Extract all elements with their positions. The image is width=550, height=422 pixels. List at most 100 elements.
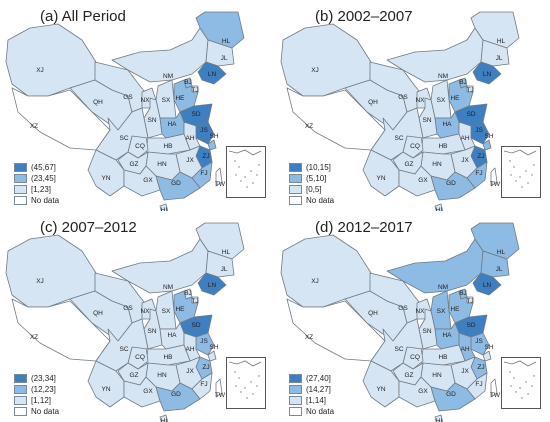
province-label-sh: SH — [209, 344, 218, 351]
province-he — [173, 79, 199, 113]
map-panel-3: (d) 2012–2017 XJ XZ QH GS NM HL JL LN BJ TJ HE SX NX S… — [275, 211, 550, 422]
legend-item: [1,23] — [14, 184, 59, 195]
province-label-tj: TJ — [191, 298, 198, 305]
province-label-gs: GS — [123, 305, 133, 312]
province-label-ah: AH — [460, 346, 469, 353]
province-label-js: JS — [475, 338, 483, 345]
legend-swatch — [14, 185, 27, 194]
legend-swatch — [289, 174, 302, 183]
province-label-nm: NM — [163, 284, 173, 291]
province-label-hl: HL — [222, 249, 231, 256]
province-label-sh: SH — [484, 344, 493, 351]
legend-label: (5,10] — [306, 174, 327, 183]
province-sc — [370, 318, 424, 372]
legend-swatch — [14, 196, 27, 205]
province-label-sd: SD — [191, 111, 200, 118]
province-label-hi: HI — [161, 207, 168, 211]
province-label-sc: SC — [394, 135, 403, 142]
province-label-ha: HA — [442, 121, 452, 128]
legend-label: (23,34] — [31, 374, 56, 383]
province-sn — [143, 308, 163, 350]
province-label-fj: FJ — [475, 170, 482, 177]
legend-swatch — [289, 385, 302, 394]
province-label-gd: GD — [171, 180, 181, 187]
province-label-xz: XZ — [30, 123, 38, 130]
legend-swatch — [289, 374, 302, 383]
map-panel-0: (a) All Period XJ XZ QH GS NM HL JL LN BJ TJ HE SX NX… — [0, 0, 275, 211]
province-label-nx: NX — [140, 308, 150, 315]
province-label-sd: SD — [466, 111, 475, 118]
province-label-gx: GX — [418, 388, 428, 395]
province-label-tw: TW — [490, 392, 501, 399]
province-label-bj: BJ — [459, 79, 467, 86]
province-label-nx: NX — [140, 97, 150, 104]
legend-item: [1,12] — [14, 395, 59, 406]
province-label-hn: HN — [157, 161, 167, 168]
province-label-sx: SX — [162, 97, 171, 104]
legend-label: (12,23] — [31, 385, 56, 394]
province-label-sc: SC — [119, 135, 128, 142]
legend-item: (27,40] — [289, 373, 334, 384]
province-sh — [482, 139, 492, 151]
province-label-ha: HA — [442, 332, 452, 339]
map-legend: (10,15] (5,10] [0,5] No data — [289, 162, 334, 206]
legend-swatch — [14, 396, 27, 405]
province-label-sh: SH — [484, 133, 493, 140]
legend-item: (10,15] — [289, 162, 334, 173]
legend-item: (12,23] — [14, 384, 59, 395]
province-label-hl: HL — [497, 38, 506, 45]
province-label-cq: CQ — [410, 143, 420, 150]
province-label-sx: SX — [162, 308, 171, 315]
province-gd — [430, 171, 476, 201]
south-china-sea-inset — [226, 146, 266, 198]
province-label-ln: LN — [208, 71, 217, 78]
legend-item: (23,34] — [14, 373, 59, 384]
province-label-xj: XJ — [311, 67, 319, 74]
province-label-zj: ZJ — [202, 364, 209, 371]
province-label-ah: AH — [185, 346, 194, 353]
province-sc — [370, 107, 424, 161]
province-label-tw: TW — [215, 181, 226, 188]
province-hi — [159, 203, 169, 211]
province-label-nm: NM — [438, 73, 448, 80]
province-label-he: HE — [175, 95, 185, 102]
province-label-gz: GZ — [404, 372, 413, 379]
province-tw — [490, 378, 498, 398]
province-label-zj: ZJ — [477, 364, 484, 371]
province-label-zj: ZJ — [477, 153, 484, 160]
legend-item: [1,14] — [289, 395, 334, 406]
province-label-sc: SC — [119, 346, 128, 353]
legend-label: (10,15] — [306, 163, 331, 172]
legend-label: (45,67] — [31, 163, 56, 172]
province-label-cq: CQ — [410, 354, 420, 361]
province-label-hb: HB — [438, 143, 447, 150]
province-label-nx: NX — [415, 97, 425, 104]
province-label-tj: TJ — [466, 87, 473, 94]
province-sc — [95, 107, 149, 161]
legend-swatch — [14, 374, 27, 383]
province-label-yn: YN — [376, 386, 385, 393]
map-legend: (27,40] (14,27] [1,14] No data — [289, 373, 334, 417]
province-sh — [207, 139, 217, 151]
province-label-gs: GS — [123, 94, 133, 101]
province-label-sn: SN — [147, 328, 156, 335]
province-label-hb: HB — [163, 354, 172, 361]
province-label-jx: JX — [461, 157, 469, 164]
province-gd — [155, 382, 201, 412]
province-hl — [470, 222, 520, 260]
province-label-hb: HB — [438, 354, 447, 361]
legend-label: (14,27] — [306, 385, 331, 394]
province-label-js: JS — [200, 338, 208, 345]
province-label-tw: TW — [490, 181, 501, 188]
province-gd — [430, 382, 476, 412]
south-china-sea-inset — [501, 146, 541, 198]
province-label-gz: GZ — [129, 161, 138, 168]
province-label-gd: GD — [446, 391, 456, 398]
province-label-hn: HN — [432, 372, 442, 379]
panel-title: (d) 2012–2017 — [315, 219, 413, 236]
legend-label: (23,45] — [31, 174, 56, 183]
